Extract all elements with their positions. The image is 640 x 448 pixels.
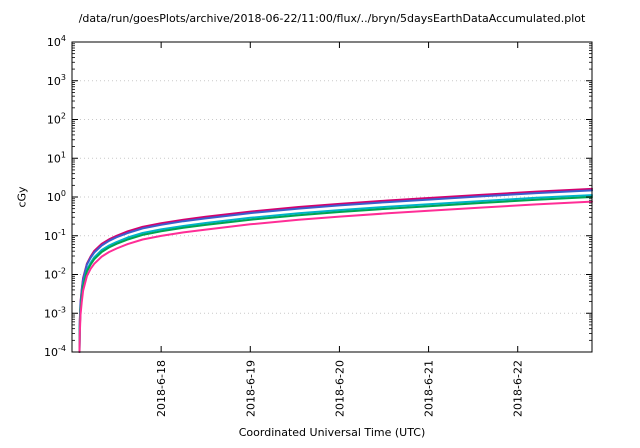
svg-text:10-2: 10-2	[44, 267, 66, 282]
svg-text:102: 102	[47, 112, 66, 127]
svg-text:104: 104	[47, 34, 66, 49]
svg-text:10-3: 10-3	[44, 305, 66, 320]
svg-text:2018-6-22: 2018-6-22	[512, 360, 525, 417]
svg-text:2018-6-21: 2018-6-21	[423, 360, 436, 417]
svg-text:2018-6-19: 2018-6-19	[244, 360, 257, 417]
svg-text:101: 101	[47, 150, 66, 165]
x-axis-label: Coordinated Universal Time (UTC)	[238, 426, 426, 439]
svg-text:10-1: 10-1	[44, 228, 66, 243]
svg-text:10-4: 10-4	[44, 344, 66, 359]
chart-title: /data/run/goesPlots/archive/2018-06-22/1…	[78, 12, 586, 25]
svg-text:2018-6-20: 2018-6-20	[333, 360, 346, 417]
svg-text:103: 103	[47, 73, 66, 88]
svg-text:2018-6-18: 2018-6-18	[155, 360, 168, 417]
svg-text:100: 100	[47, 189, 66, 204]
